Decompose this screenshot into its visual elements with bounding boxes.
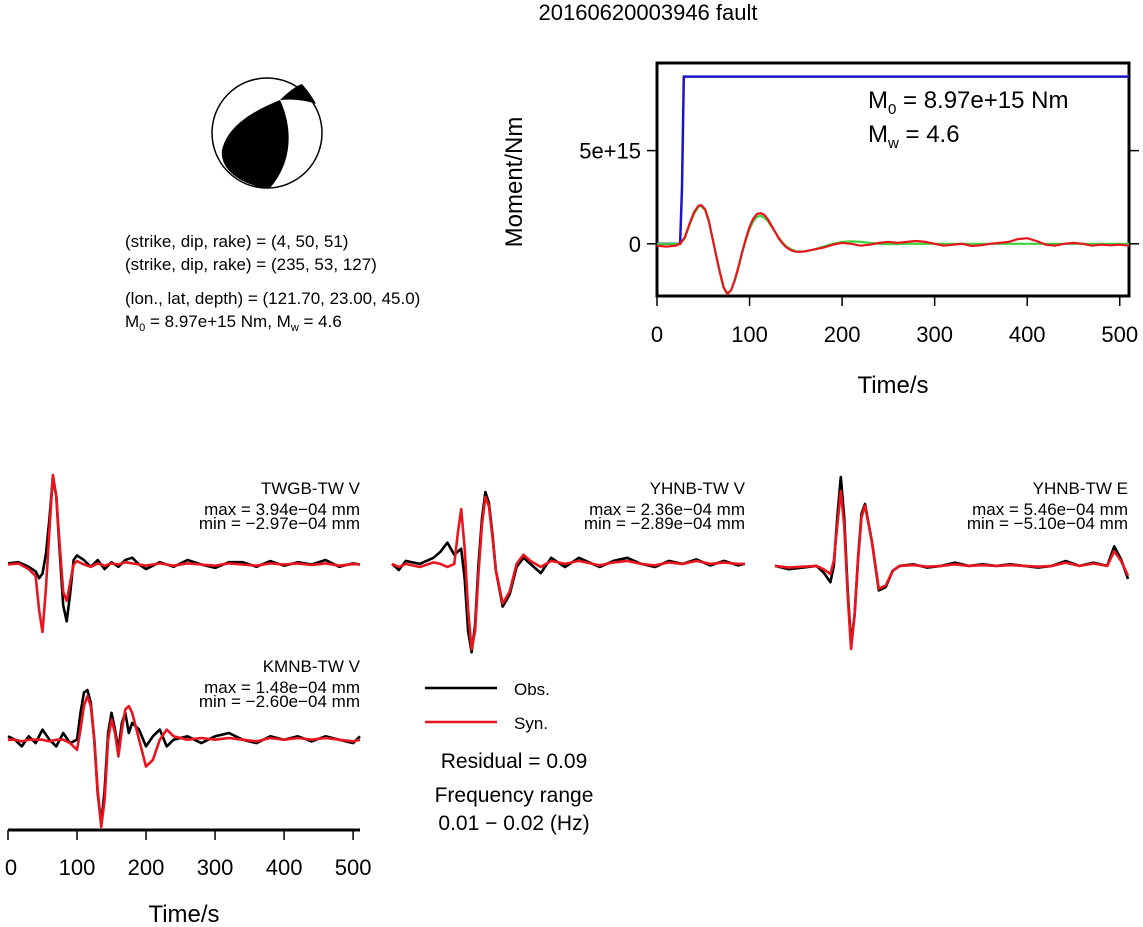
waveform-time-axis: 0 100 200 300 400 500 Time/s: [5, 828, 372, 927]
frequency-value: 0.01 − 0.02 (Hz): [438, 812, 589, 835]
source-location: (lon., lat, depth) = (121.70, 23.00, 45.…: [125, 289, 420, 308]
station-name: YHNB-TW V: [650, 479, 746, 498]
waveform-x-tick-label-4: 400: [266, 855, 303, 880]
station-max-amplitude: max = 3.94e−04 mm: [204, 500, 360, 519]
station-min-amplitude: min = −2.97e−04 mm: [199, 514, 360, 533]
moment-plot: 0 5e+15 0 100 200 300 400 500 Moment/Nm Time/s…: [501, 61, 1139, 399]
beachball-compression-main: [221, 100, 289, 188]
waveform-x-label: Time/s: [148, 901, 219, 927]
nodal-plane-1: (strike, dip, rake) = (4, 50, 51): [125, 232, 348, 251]
nodal-plane-2: (strike, dip, rake) = (235, 53, 127): [125, 255, 377, 274]
moment-y-ticks: 0 5e+15: [579, 139, 1139, 257]
moment-y-tick-label-0: 0: [629, 232, 641, 257]
moment-x-tick-label-4: 400: [1009, 322, 1046, 347]
moment-series-group: [656, 75, 1130, 296]
waveform-synthetic-line: [774, 489, 1130, 651]
station-max-amplitude: max = 5.46e−04 mm: [972, 500, 1128, 519]
station-name: TWGB-TW V: [261, 479, 361, 498]
waveform-x-tick-label-0: 0: [5, 855, 17, 880]
beachball-compression-small: [280, 84, 316, 104]
station-min-amplitude: min = −5.10e−04 mm: [967, 514, 1128, 533]
legend-obs-label: Obs.: [514, 680, 550, 699]
moment-y-label: Moment/Nm: [501, 117, 528, 248]
legend-syn-label: Syn.: [514, 714, 548, 733]
moment-rate-green-line: [657, 205, 1129, 295]
moment-x-tick-label-3: 300: [916, 322, 953, 347]
moment-y-tick-label-1: 5e+15: [579, 139, 641, 164]
magnitude-line: M0 = 8.97e+15 Nm, Mw = 4.6: [125, 312, 342, 334]
waveform-x-tick-label-5: 500: [335, 855, 372, 880]
figure-title: 20160620003946 fault: [539, 0, 758, 25]
legend: Obs. Syn.: [425, 680, 550, 733]
waveform-x-ticks: 0 100 200 300 400 500: [5, 830, 372, 880]
moment-x-label: Time/s: [857, 372, 928, 399]
moment-x-tick-label-1: 100: [731, 322, 768, 347]
moment-mw-annotation: Mw = 4.6: [868, 121, 960, 152]
moment-x-tick-label-0: 0: [651, 322, 663, 347]
waveform-x-tick-label-1: 100: [59, 855, 96, 880]
waveform-x-tick-label-3: 300: [197, 855, 234, 880]
station-min-amplitude: min = −2.60e−04 mm: [199, 692, 360, 711]
moment-x-ticks: 0 100 200 300 400 500: [651, 296, 1138, 347]
moment-rate-red-line: [656, 204, 1130, 296]
station-name: KMNB-TW V: [263, 657, 361, 676]
station-min-amplitude: min = −2.89e−04 mm: [584, 514, 745, 533]
source-info: (strike, dip, rake) = (4, 50, 51) (strik…: [125, 232, 420, 334]
beachball: [211, 77, 323, 189]
waveform-synthetic-line: [8, 694, 361, 829]
frequency-title: Frequency range: [435, 784, 594, 807]
station-max-amplitude: max = 2.36e−04 mm: [589, 500, 745, 519]
moment-x-tick-label-2: 200: [824, 322, 861, 347]
station-max-amplitude: max = 1.48e−04 mm: [204, 678, 360, 697]
residual-text: Residual = 0.09: [441, 750, 588, 773]
waveform-synthetic-line: [7, 473, 361, 634]
moment-x-tick-label-5: 500: [1101, 322, 1138, 347]
waveform-synthetic-line: [391, 495, 745, 651]
moment-plot-frame: [655, 61, 1131, 298]
moment-m0-annotation: M0 = 8.97e+15 Nm: [868, 87, 1068, 118]
waveform-x-tick-label-2: 200: [128, 855, 165, 880]
station-name: YHNB-TW E: [1033, 479, 1128, 498]
